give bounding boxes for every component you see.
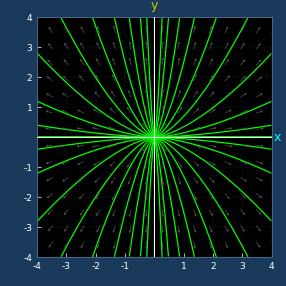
Text: y: y <box>151 0 158 12</box>
Text: x: x <box>274 131 281 144</box>
